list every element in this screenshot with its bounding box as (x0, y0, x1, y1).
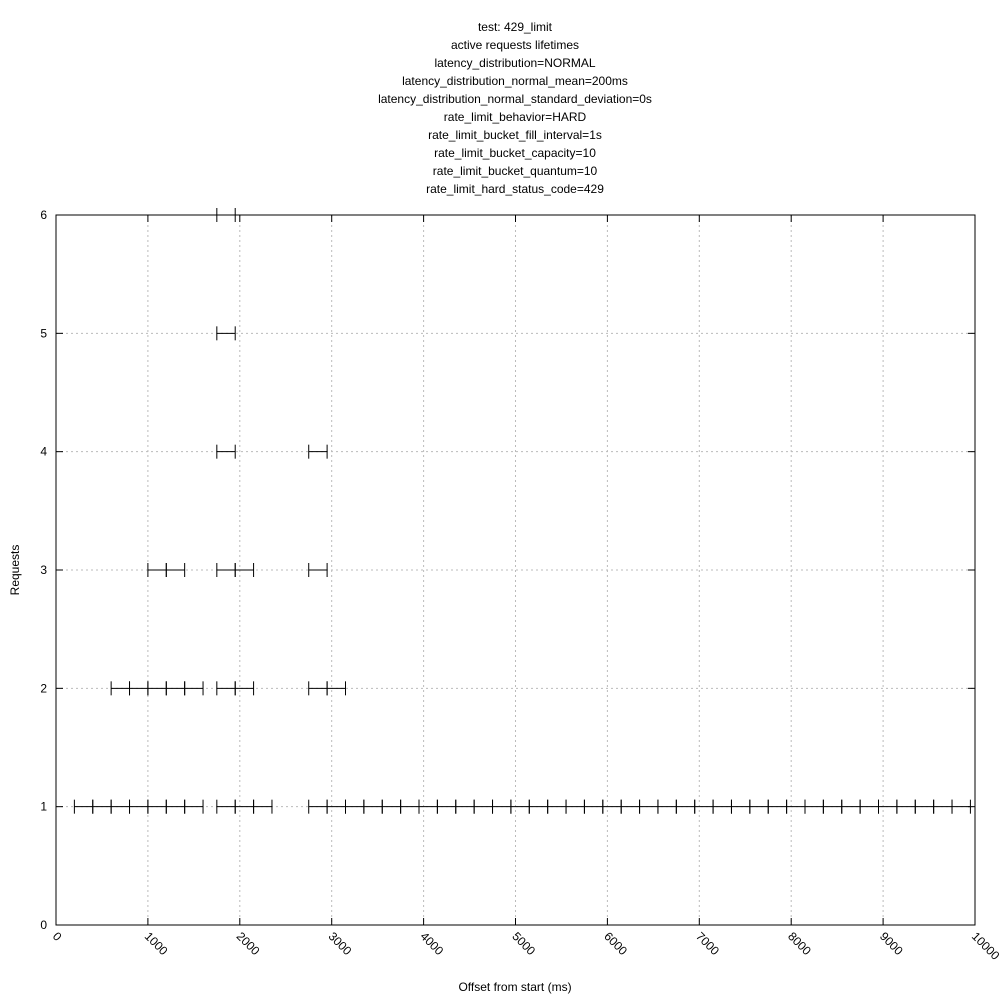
lifetime-segment (73, 799, 94, 814)
title-line: active requests lifetimes (451, 38, 579, 52)
title-line: rate_limit_bucket_capacity=10 (434, 146, 596, 160)
x-tick-label: 7000 (693, 929, 722, 958)
lifetime-segment (234, 799, 255, 814)
lifetime-segment (675, 799, 696, 814)
lifetime-segment (344, 799, 365, 814)
x-tick-label: 6000 (601, 929, 630, 958)
lifetime-segment (165, 681, 186, 696)
title-line: latency_distribution_normal_standard_dev… (378, 92, 652, 106)
lifetime-segment (147, 563, 167, 577)
lifetime-segment (308, 681, 328, 696)
lifetime-segment (216, 563, 236, 577)
lifetime-segment (933, 799, 953, 814)
lifetime-segment (492, 799, 512, 814)
lifetime-segment (786, 799, 806, 814)
lifetime-segment (381, 799, 402, 814)
lifetime-segment (841, 799, 861, 814)
lifetime-segment (436, 799, 457, 814)
lifetime-segment (216, 799, 236, 814)
y-tick-label: 5 (40, 326, 47, 340)
title-line: latency_distribution=NORMAL (434, 56, 595, 70)
y-tick-label: 3 (40, 563, 47, 577)
lifetime-segment (129, 799, 149, 814)
lifetime-segment (730, 799, 751, 814)
lifetime-segment (547, 799, 567, 814)
lifetime-segment (308, 444, 328, 459)
lifetime-segment (184, 681, 204, 696)
lifetime-segment (308, 563, 328, 577)
lifetime-segment (363, 799, 383, 814)
lifetime-segment (234, 563, 255, 577)
lifetime-segment (914, 799, 935, 814)
lifetime-segment (400, 799, 420, 814)
lifetime-segment (165, 563, 186, 577)
lifetime-segment (234, 681, 255, 696)
x-tick-label: 10000 (969, 929, 1000, 963)
y-tick-label: 4 (40, 445, 47, 459)
lifetime-segment (473, 799, 494, 814)
lifetime-segment (455, 799, 475, 814)
lifetime-segment (896, 799, 916, 814)
y-axis-label: Requests (8, 545, 22, 596)
x-tick-label: 9000 (877, 929, 906, 958)
x-tick-label: 5000 (509, 929, 538, 958)
lifetime-segment (110, 681, 131, 696)
lifetime-segment (510, 799, 530, 814)
lifetime-segment (326, 681, 346, 696)
y-tick-label: 2 (40, 681, 47, 695)
lifetime-segment (639, 799, 659, 814)
lifetime-segment (216, 326, 236, 341)
lifetime-segment (528, 799, 549, 814)
x-tick-label: 1000 (142, 929, 171, 958)
lifetime-segment (216, 681, 236, 696)
lifetime-segment (822, 799, 843, 814)
lifetime-segment (749, 799, 769, 814)
x-tick-label: 8000 (785, 929, 814, 958)
lifetime-segment (308, 799, 328, 814)
lifetime-segment (147, 681, 167, 696)
lifetime-segment (620, 799, 641, 814)
title-line: test: 429_limit (478, 20, 553, 34)
x-tick-label: 3000 (326, 929, 355, 958)
lifetime-segment (878, 799, 898, 814)
lifetime-segment (129, 681, 149, 696)
lifetime-segment (804, 799, 824, 814)
x-tick-label: 2000 (234, 929, 263, 958)
lifetime-segment (694, 799, 714, 814)
lifetime-segment (583, 799, 604, 814)
ticks: 0 1000 2000 3000 4000 5000 6000 7000 8000 9000 100… (40, 208, 1000, 963)
x-tick-label: 0 (50, 929, 65, 944)
data-segments (73, 208, 971, 814)
lifetime-segment (184, 799, 204, 814)
lifetime-segment (165, 799, 186, 814)
lifetime-segment (418, 799, 438, 814)
lifetime-segment (767, 799, 788, 814)
title-line: rate_limit_hard_status_code=429 (426, 182, 604, 196)
y-tick-label: 6 (40, 208, 47, 222)
lifetime-segment (253, 799, 273, 814)
lifetime-segment (147, 799, 167, 814)
lifetime-segment (92, 799, 112, 814)
title-line: rate_limit_bucket_fill_interval=1s (428, 128, 602, 142)
lifetime-segment (602, 799, 622, 814)
lifetime-segment (859, 799, 880, 814)
x-tick-label: 4000 (417, 929, 446, 958)
lifetime-segment (326, 799, 346, 814)
lifetime-segment (216, 444, 236, 459)
lifetime-segment (657, 799, 677, 814)
title-line: rate_limit_bucket_quantum=10 (433, 164, 598, 178)
x-axis-label: Offset from start (ms) (458, 980, 571, 994)
title-line: latency_distribution_normal_mean=200ms (402, 74, 628, 88)
y-tick-label: 0 (40, 918, 47, 932)
title-line: rate_limit_behavior=HARD (444, 110, 587, 124)
lifetime-segment (565, 799, 585, 814)
lifetime-segment (712, 799, 732, 814)
lifetime-segment (110, 799, 131, 814)
y-tick-label: 1 (40, 800, 47, 814)
lifetime-segment (951, 799, 971, 814)
grid (56, 215, 975, 925)
